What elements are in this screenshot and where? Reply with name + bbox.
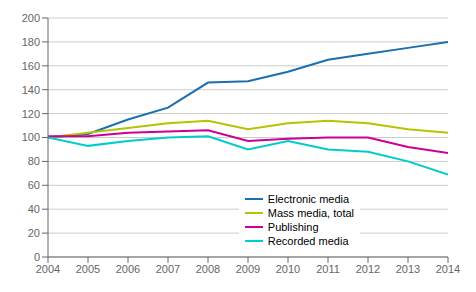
svg-text:2013: 2013	[396, 263, 420, 275]
svg-text:100: 100	[22, 131, 40, 143]
svg-text:2010: 2010	[276, 263, 300, 275]
svg-text:2011: 2011	[316, 263, 340, 275]
svg-text:20: 20	[28, 227, 40, 239]
html-text:Electronic media: Electronic media	[267, 193, 350, 205]
svg-text:40: 40	[28, 203, 40, 215]
svg-text:200: 200	[22, 12, 40, 24]
svg-text:80: 80	[28, 155, 40, 167]
svg-text:0: 0	[34, 251, 40, 263]
svg-text:2008: 2008	[196, 263, 220, 275]
svg-text:180: 180	[22, 36, 40, 48]
svg-text:2009: 2009	[236, 263, 260, 275]
svg-text:2014: 2014	[436, 263, 460, 275]
svg-text:60: 60	[28, 179, 40, 191]
html-text:Mass media, total: Mass media, total	[267, 207, 354, 219]
svg-text:160: 160	[22, 60, 40, 72]
svg-text:2005: 2005	[76, 263, 100, 275]
html-text:Recorded media: Recorded media	[267, 235, 349, 247]
html-text:Publishing: Publishing	[267, 221, 319, 233]
svg-text:2004: 2004	[36, 263, 60, 275]
svg-text:2012: 2012	[356, 263, 380, 275]
svg-text:120: 120	[22, 108, 40, 120]
svg-text:2006: 2006	[116, 263, 140, 275]
svg-text:2007: 2007	[156, 263, 180, 275]
svg-text:140: 140	[22, 84, 40, 96]
